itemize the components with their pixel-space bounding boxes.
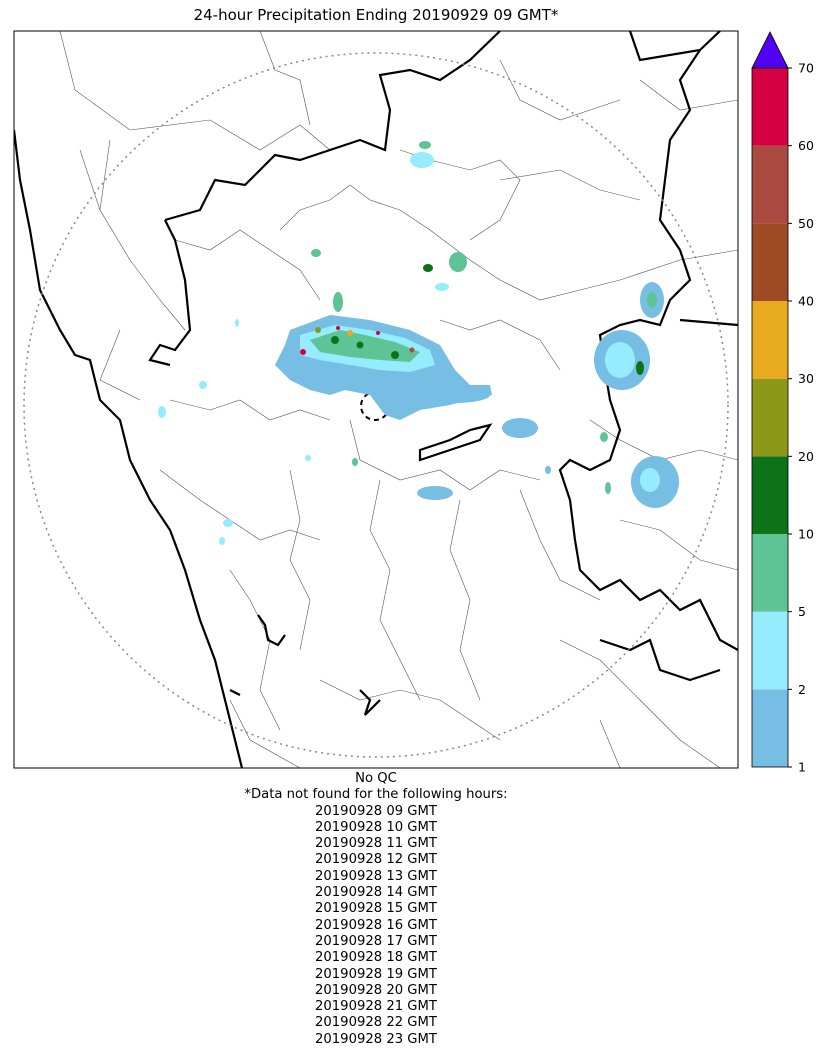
missing-hour-item: 20190928 20 GMT	[315, 982, 437, 998]
colorbar-segment	[752, 68, 788, 146]
missing-hours-list: 20190928 09 GMT 20190928 10 GMT 20190928 1…	[14, 804, 738, 1048]
precipitation-areas	[158, 141, 679, 545]
missing-hour-item: 20190928 21 GMT	[315, 999, 437, 1015]
colorbar-tick-label: 40	[798, 294, 814, 309]
colorbar-segment	[752, 378, 788, 457]
missing-hour-item: 20190928 10 GMT	[315, 819, 437, 835]
missing-hour-item: 20190928 14 GMT	[315, 885, 437, 901]
qc-note: No QC	[355, 771, 397, 786]
colorbar-tick-label: 20	[798, 449, 814, 464]
colorbar-segment	[752, 534, 788, 612]
colorbar-tick-label: 50	[798, 216, 814, 231]
colorbar-segment	[752, 456, 788, 534]
missing-data-header: *Data not found for the following hours:	[244, 787, 508, 803]
missing-hour-item: 20190928 22 GMT	[315, 1015, 437, 1031]
missing-hour-item: 20190928 12 GMT	[315, 852, 437, 868]
map-title: 24-hour Precipitation Ending 20190929 09…	[193, 6, 559, 24]
state-boundaries	[14, 31, 738, 768]
colorbar-tick-label: 70	[798, 61, 814, 76]
missing-hour-item: 20190928 17 GMT	[315, 933, 437, 949]
missing-hour-item: 20190928 16 GMT	[315, 917, 437, 933]
colorbar-tick-label: 2	[798, 682, 806, 697]
missing-hour-item: 20190928 19 GMT	[315, 966, 437, 982]
colorbar-segment	[752, 301, 788, 379]
colorbar-segment	[752, 689, 788, 767]
colorbar-segment	[752, 145, 788, 224]
missing-hour-item: 20190928 23 GMT	[315, 1031, 437, 1047]
colorbar-tick-label: 10	[798, 527, 814, 542]
colorbar-extend-arrow	[751, 31, 789, 69]
colorbar-segment	[752, 223, 788, 301]
missing-hour-item: 20190928 13 GMT	[315, 868, 437, 884]
missing-hour-item: 20190928 15 GMT	[315, 901, 437, 917]
colorbar-tick-label: 1	[798, 760, 806, 775]
footnote: No QC *Data not found for the following …	[14, 771, 738, 1048]
colorbar-tick-label: 60	[798, 138, 814, 153]
colorbar-segment	[752, 611, 788, 690]
map-frame	[13, 30, 739, 769]
colorbar-tick-label: 30	[798, 371, 814, 386]
missing-hour-item: 20190928 11 GMT	[315, 836, 437, 852]
colorbar-outline	[751, 67, 789, 768]
colorbar-tick-label: 5	[798, 604, 806, 619]
missing-hour-item: 20190928 18 GMT	[315, 950, 437, 966]
missing-hour-item: 20190928 09 GMT	[315, 803, 437, 819]
district-boundaries	[59, 31, 738, 768]
radar-range-ring	[23, 52, 729, 758]
